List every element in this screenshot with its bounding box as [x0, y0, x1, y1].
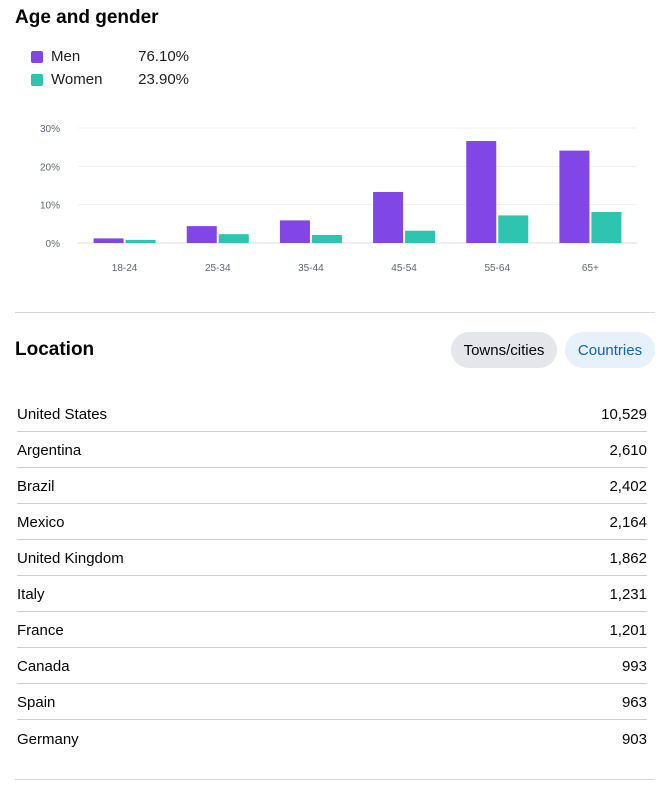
- location-name: France: [17, 622, 64, 639]
- location-row: Germany 903: [17, 720, 647, 756]
- bar-women: [591, 211, 622, 243]
- location-row: United Kingdom 1,862: [17, 540, 647, 576]
- legend-swatch-men: [31, 50, 43, 63]
- bar-men: [93, 238, 124, 243]
- tab-countries[interactable]: Countries: [565, 332, 655, 368]
- legend-value-men: 76.10%: [138, 48, 189, 65]
- bar-women: [218, 234, 249, 243]
- location-name: Brazil: [17, 478, 55, 495]
- x-tick-label: 65+: [582, 263, 599, 274]
- bar-women: [311, 234, 342, 243]
- x-tick-label: 55-64: [484, 263, 510, 274]
- location-name: Germany: [17, 730, 79, 748]
- location-name: Argentina: [17, 442, 82, 459]
- bar-men: [279, 220, 310, 243]
- location-row: Brazil 2,402: [17, 468, 647, 504]
- location-value: 10,529: [601, 406, 647, 423]
- section-divider-bottom: [15, 779, 655, 780]
- section-divider: [15, 312, 655, 313]
- legend-item-men: Men 76.10%: [31, 45, 189, 68]
- bar-men: [559, 150, 590, 243]
- x-tick-label: 18-24: [112, 263, 138, 274]
- tab-towns-cities[interactable]: Towns/cities: [451, 332, 557, 368]
- bar-men: [466, 141, 497, 243]
- age-gender-title: Age and gender: [15, 7, 159, 28]
- location-value: 2,402: [609, 478, 647, 495]
- y-tick-label: 20%: [40, 162, 60, 173]
- location-row: Argentina 2,610: [17, 432, 647, 468]
- location-value: 993: [621, 658, 647, 675]
- y-tick-label: 0%: [46, 239, 61, 250]
- age-gender-bar-chart: 0% 10% 20% 30% 18-24 25-34 35-44 45-54 55-64 65+: [40, 124, 637, 274]
- location-value: 1,201: [609, 622, 647, 639]
- location-row: United States 10,529: [17, 396, 647, 432]
- location-value: 2,610: [609, 442, 647, 459]
- legend-label-men: Men: [51, 48, 81, 65]
- legend-item-women: Women 23.90%: [31, 68, 189, 91]
- bar-men: [186, 226, 217, 243]
- location-name: United States: [17, 406, 108, 423]
- bar-women: [125, 239, 156, 243]
- location-value: 2,164: [609, 514, 647, 531]
- legend-swatch-women: [31, 73, 43, 86]
- location-value: 1,231: [609, 586, 647, 603]
- location-row: Canada 993: [17, 648, 647, 684]
- location-name: Canada: [17, 658, 70, 675]
- location-title: Location: [15, 339, 95, 360]
- x-tick-label: 25-34: [205, 263, 231, 274]
- legend-label-women: Women: [51, 71, 103, 88]
- location-row: France 1,201: [17, 612, 647, 648]
- location-row: Italy 1,231: [17, 576, 647, 612]
- location-name: Mexico: [17, 514, 65, 531]
- bar-men: [373, 192, 404, 243]
- location-name: Italy: [17, 586, 45, 603]
- chart-legend: Men 76.10% Women 23.90%: [31, 45, 189, 91]
- location-value: 903: [621, 730, 647, 748]
- bar-women: [405, 230, 436, 243]
- location-value: 1,862: [609, 550, 647, 567]
- location-name: Spain: [17, 694, 56, 711]
- location-row: Mexico 2,164: [17, 504, 647, 540]
- legend-value-women: 23.90%: [138, 71, 189, 88]
- y-tick-label: 10%: [40, 201, 60, 212]
- location-name: United Kingdom: [17, 550, 124, 567]
- location-row: Spain 963: [17, 684, 647, 720]
- location-value: 963: [621, 694, 647, 711]
- y-tick-label: 30%: [40, 124, 60, 135]
- x-tick-label: 35-44: [298, 263, 324, 274]
- location-list: United States 10,529 Argentina 2,610 Brazil 2…: [17, 396, 647, 756]
- bar-women: [498, 215, 529, 243]
- x-tick-label: 45-54: [391, 263, 417, 274]
